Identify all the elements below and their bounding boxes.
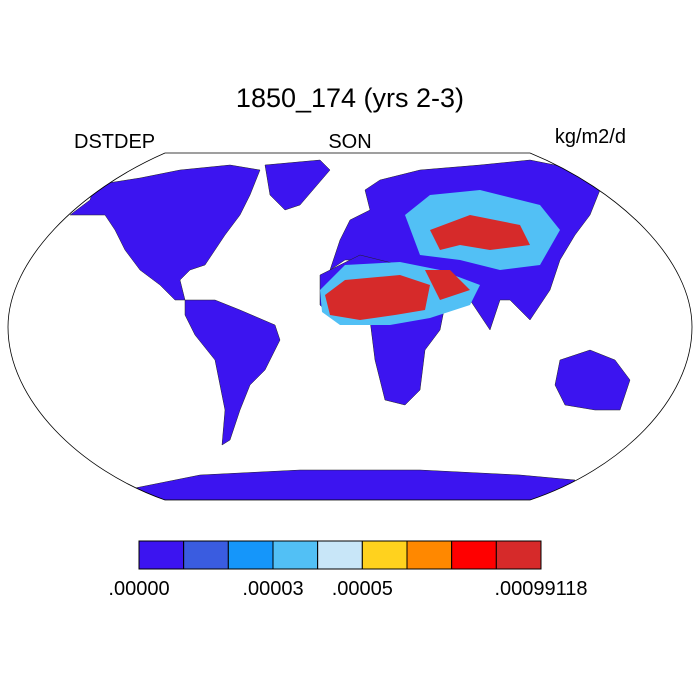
antarctica xyxy=(124,469,576,500)
dust-sahara xyxy=(325,275,430,320)
colorbar-box xyxy=(317,540,363,570)
greenland xyxy=(264,159,331,211)
south-america xyxy=(184,299,281,446)
colorbar-box xyxy=(227,540,274,570)
colorbar-label: .00003 xyxy=(242,578,303,600)
colorbar-box xyxy=(138,540,185,570)
map xyxy=(69,159,631,500)
north-america xyxy=(69,164,261,301)
left-label: DSTDEP xyxy=(74,131,155,153)
colorbar-label: .00099118 xyxy=(494,578,587,600)
dust-asia xyxy=(430,215,530,250)
colorbar-label: .00005 xyxy=(332,578,393,600)
colorbar-box xyxy=(451,540,497,570)
title: 1850_174 (yrs 2-3) xyxy=(236,83,464,113)
colorbar-box xyxy=(183,540,229,570)
colorbar-box xyxy=(406,540,453,570)
map-outline xyxy=(7,152,693,501)
australia xyxy=(554,349,631,411)
colorbar-box xyxy=(361,540,408,570)
colorbar-box xyxy=(495,540,542,570)
right-label: kg/m2/d xyxy=(555,126,626,148)
center-label: SON xyxy=(328,131,371,153)
colorbar-label: .00000 xyxy=(108,578,169,600)
colorbar-box xyxy=(272,540,319,570)
dust-arabia xyxy=(425,270,470,300)
colorbar: .00000 .00003 .00005 .00099118 xyxy=(108,540,588,600)
